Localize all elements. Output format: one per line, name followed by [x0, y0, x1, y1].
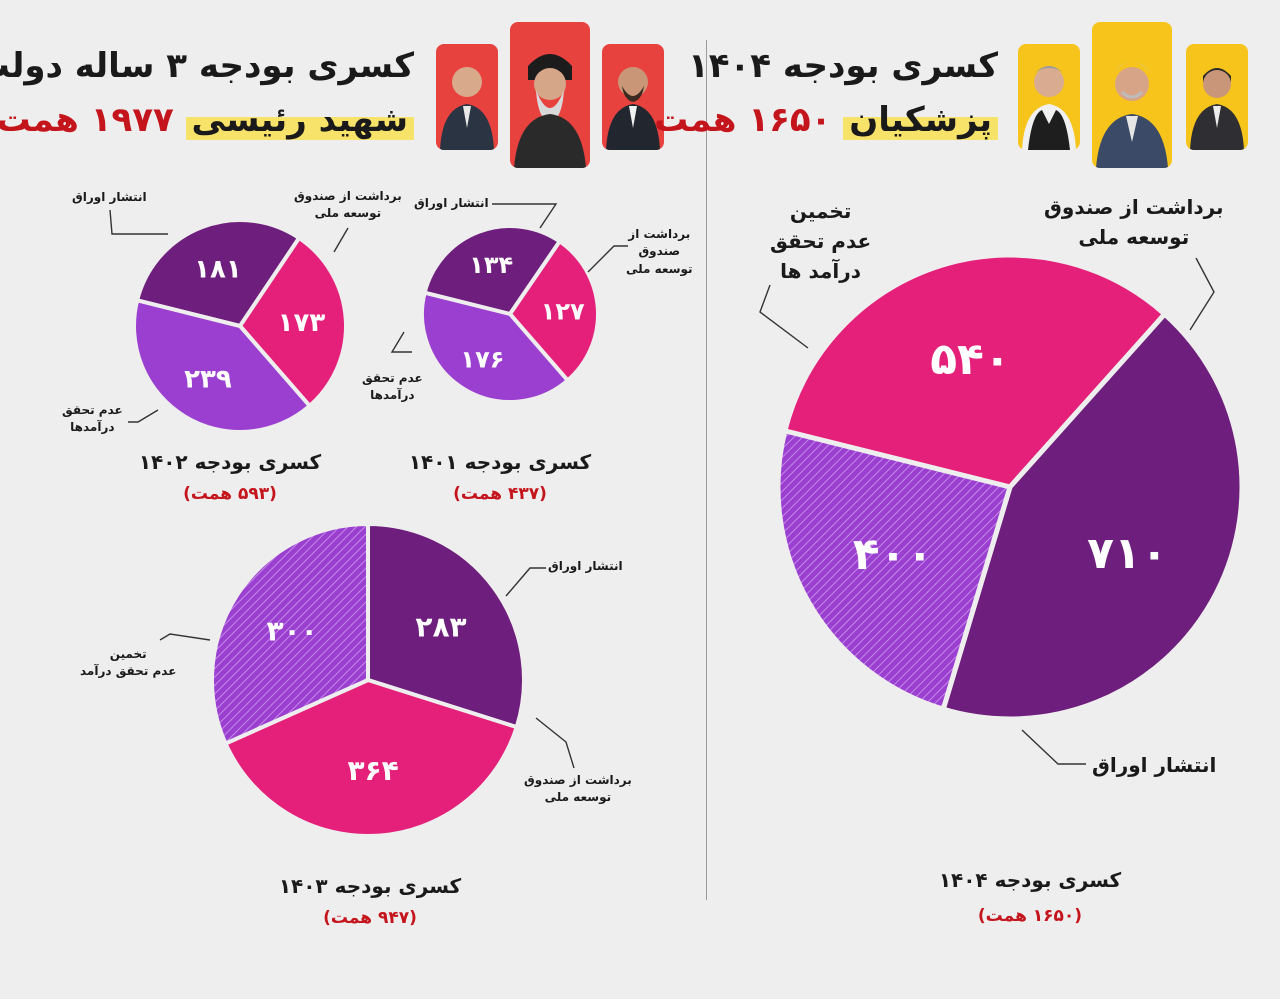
pie-value-label: ۵۴۰: [930, 334, 1011, 385]
leader-line: [587, 245, 628, 273]
left-header-highlight: شهید رئیسی: [185, 100, 414, 140]
left-header-title: کسری بودجه ۳ ساله دولت: [0, 46, 414, 86]
label-fund-1403: برداشت از صندوق توسعه ملی: [524, 773, 632, 805]
pie-slice-fund: [508, 239, 600, 383]
label-revenue-1401: عدم تحقق درآمدها: [362, 371, 423, 403]
chart-title-1402: کسری بودجه ۱۴۰۲: [138, 450, 322, 474]
chart-total-1403: (۹۴۷ همت): [323, 908, 417, 928]
leader-line: [109, 209, 168, 235]
chart-title-1401: کسری بودجه ۱۴۰۱: [408, 450, 592, 474]
leader-line: [759, 284, 809, 349]
label-bonds-1404: انتشار اوراق: [1092, 753, 1217, 777]
pie-slice-fund: [238, 236, 348, 408]
leader-line: [505, 567, 546, 597]
pie-value-label: ۷۱۰: [1087, 528, 1168, 579]
label-fund-1402: برداشت از صندوق توسعه ملی: [294, 189, 402, 221]
pie-value-label: ۲۳۹: [184, 365, 232, 395]
pie-value-label: ۴۰۰: [853, 529, 934, 580]
pie-value-label: ۳۰۰: [266, 615, 317, 648]
label-bonds-1403: انتشار اوراق: [548, 559, 623, 573]
pie-slice-revenue: [210, 522, 370, 746]
label-bonds-1402: انتشار اوراق: [72, 190, 147, 204]
center-divider: [706, 40, 707, 900]
pie-value-label: ۲۸۳: [415, 610, 466, 643]
chart-title-1403: کسری بودجه ۱۴۰۳: [278, 874, 462, 898]
leader-line: [1189, 257, 1215, 331]
leader-line: [535, 717, 575, 769]
pie-slice-bonds: [940, 311, 1245, 722]
label-revenue-1402: عدم تحقق درآمدها: [62, 403, 123, 435]
chart-total-1402: (۵۹۳ همت): [183, 484, 277, 504]
pie-value-label: ۱۷۳: [278, 308, 326, 338]
leader-line: [1021, 729, 1086, 765]
left-header-subtitle: شهید رئیسی ۱۹۷۷ همت: [0, 100, 414, 140]
label-revenue-1403: تخمین عدم تحقق درآمد: [80, 647, 177, 679]
pie-slice-revenue: [420, 290, 570, 404]
label-revenue-1404: تخمین عدم تحقق درآمد ها: [770, 199, 872, 283]
right-header-highlight: پزشکیان: [843, 100, 998, 140]
pie-slice-revenue: [132, 298, 312, 434]
portrait-photo: [510, 22, 590, 168]
leader-line: [128, 409, 159, 423]
right-header-title: کسری بودجه ۱۴۰۴: [687, 46, 998, 86]
pie-slice-fund: [782, 252, 1168, 490]
chart-total-1404: (۱۶۵۰ همت): [977, 906, 1083, 926]
chart-title-1404: کسری بودجه ۱۴۰۴: [938, 868, 1122, 892]
leader-line: [390, 331, 412, 353]
right-header-subtitle: پزشکیان ۱۶۵۰ همت: [654, 100, 998, 140]
portrait-photo: [1092, 22, 1172, 168]
label-fund-1404: برداشت از صندوق توسعه ملی: [1044, 195, 1224, 249]
chart-total-1401: (۴۳۷ همت): [453, 484, 547, 504]
label-bonds-1401: انتشار اوراق: [414, 196, 489, 210]
pie-slice-revenue: [775, 428, 1013, 712]
pie-slice-bonds: [422, 224, 562, 316]
pie-slice-fund: [223, 678, 519, 838]
pie-value-label: ۱۳۴: [469, 251, 513, 279]
left-header-total: ۱۹۷۷ همت: [0, 100, 174, 140]
portrait-photo: [1018, 44, 1080, 150]
leader-line: [492, 203, 558, 229]
leader-line: [159, 633, 211, 641]
portrait-photo: [1186, 44, 1248, 150]
portrait-photo: [436, 44, 498, 150]
pie-value-label: ۳۶۴: [347, 754, 398, 787]
pie-value-label: ۱۸۱: [194, 255, 242, 285]
right-header-total: ۱۶۵۰ همت: [654, 100, 832, 140]
leader-line: [333, 227, 349, 253]
pie-slice-bonds: [135, 218, 302, 328]
pie-value-label: ۱۲۷: [541, 297, 585, 325]
pie-value-label: ۱۷۶: [460, 345, 504, 373]
label-fund-1401: برداشت از صندوق توسعه ملی: [626, 227, 693, 276]
portrait-photo: [602, 44, 664, 150]
pie-slice-bonds: [366, 522, 526, 730]
